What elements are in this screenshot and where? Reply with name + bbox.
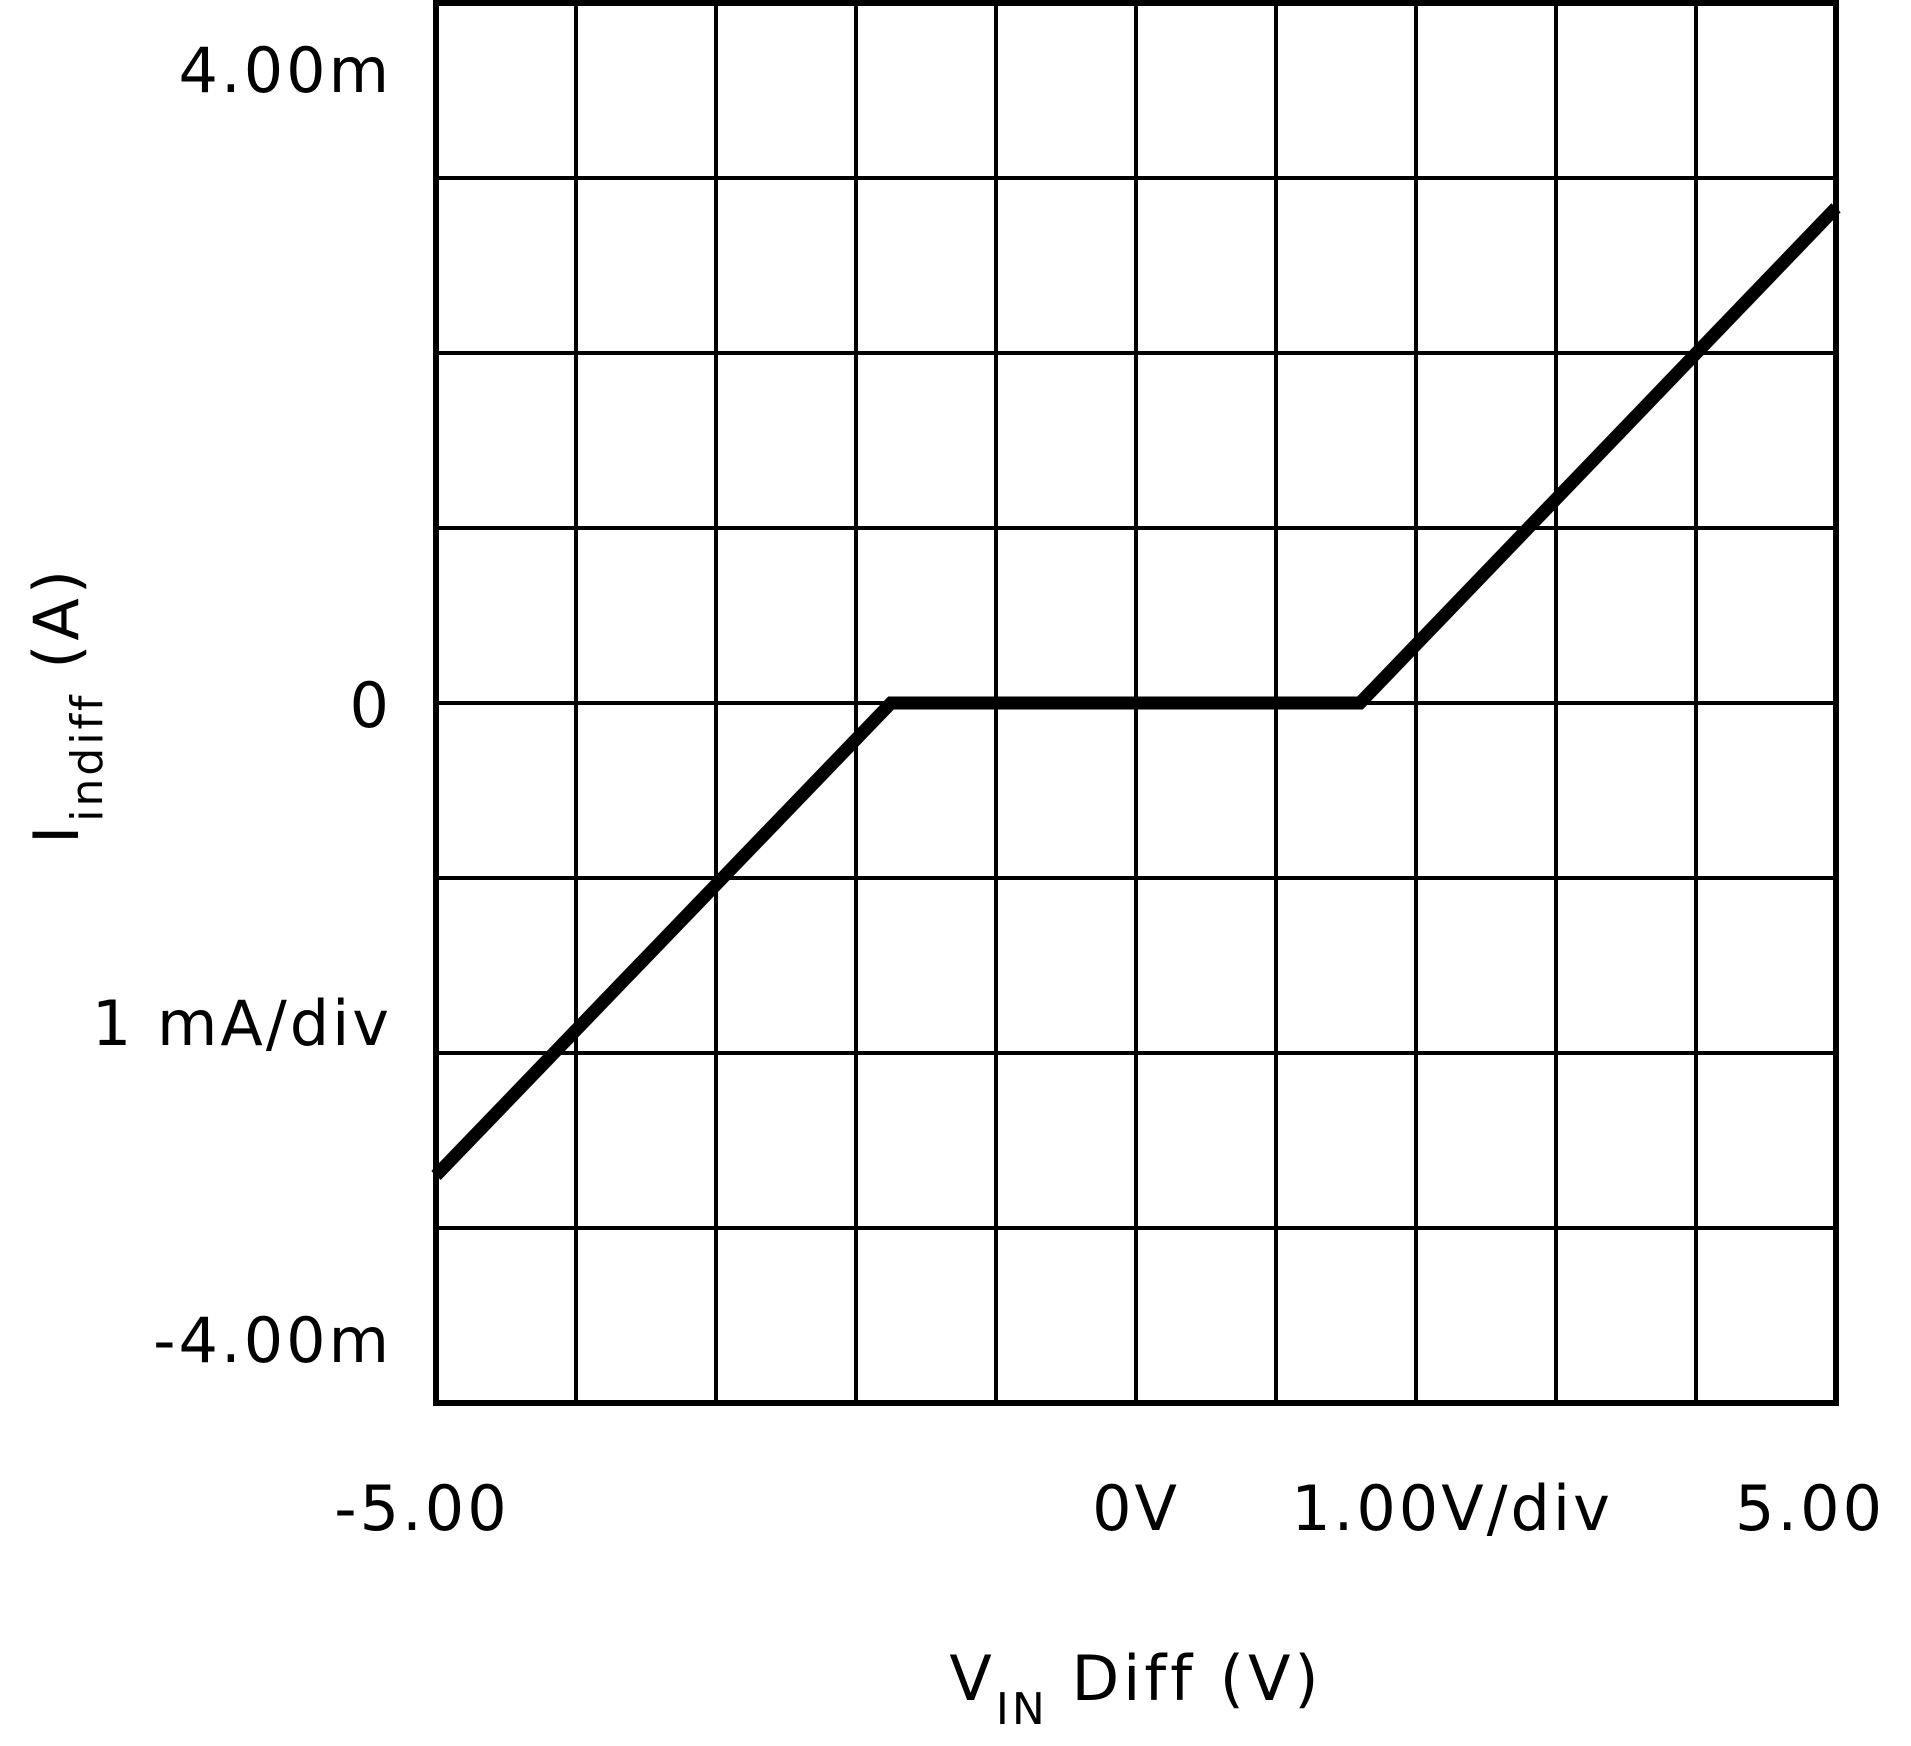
- series-line-0: [431, 203, 1841, 1181]
- y-tick-scale: 1 mA/div: [92, 987, 392, 1060]
- y-tick-center: 0: [350, 669, 392, 742]
- y-tick-bottom: -4.00m: [153, 1304, 392, 1377]
- y-axis-title-sub: indiff: [62, 692, 113, 821]
- plot-frame: [433, 0, 1839, 1406]
- y-axis-title-main: I: [20, 822, 93, 844]
- x-tick-left: -5.00: [334, 1472, 509, 1545]
- x-axis-title-sub: IN: [996, 1684, 1048, 1735]
- y-axis-title: Iindiff (A): [20, 566, 113, 844]
- y-tick-top: 4.00m: [179, 34, 392, 107]
- y-axis-title-rest: (A): [20, 566, 93, 693]
- x-tick-center: 0V: [1092, 1472, 1180, 1545]
- x-axis-title-main: V: [949, 1642, 995, 1715]
- x-tick-scale: 1.00V/div: [1291, 1472, 1613, 1545]
- series-layer: [431, 203, 1841, 1181]
- x-tick-right: 5.00: [1735, 1472, 1885, 1545]
- x-axis-title: VIN Diff (V): [949, 1642, 1322, 1735]
- x-axis-title-rest: Diff (V): [1048, 1642, 1323, 1715]
